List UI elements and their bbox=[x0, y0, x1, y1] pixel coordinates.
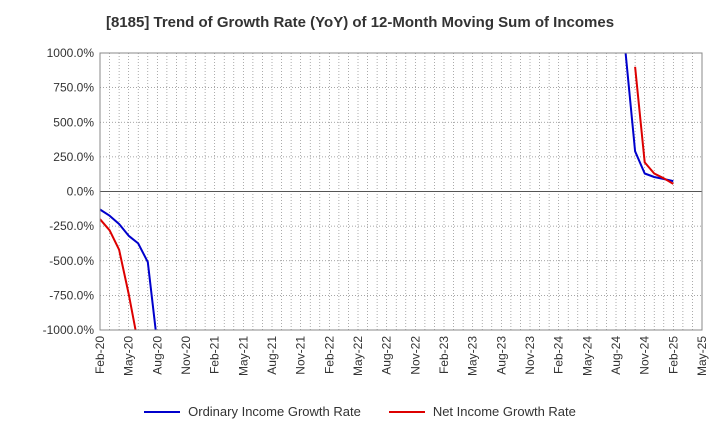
xtick-label: Nov-23 bbox=[523, 336, 537, 375]
xtick-label: Feb-23 bbox=[437, 336, 451, 374]
ytick-label: 250.0% bbox=[53, 150, 94, 164]
plot-frame bbox=[99, 52, 703, 331]
legend: Ordinary Income Growth Rate Net Income G… bbox=[0, 404, 720, 419]
xtick-label: Feb-20 bbox=[93, 336, 107, 374]
xtick-label: Nov-24 bbox=[638, 336, 652, 375]
ytick-label: -750.0% bbox=[49, 288, 94, 302]
ytick-labels: 1000.0% 750.0% 500.0% 250.0% 0.0% -250.0% -500… bbox=[43, 46, 95, 337]
series-line bbox=[100, 208, 157, 330]
legend-swatch-net bbox=[388, 410, 425, 413]
xtick-label: Aug-21 bbox=[265, 336, 279, 375]
ytick-label: 750.0% bbox=[53, 81, 94, 95]
xtick-label: Nov-21 bbox=[294, 336, 308, 375]
series-layer bbox=[100, 53, 674, 330]
xtick-label: May-20 bbox=[122, 336, 136, 376]
xtick-label: May-21 bbox=[236, 336, 250, 376]
series-line bbox=[100, 218, 137, 330]
xtick-label: Aug-22 bbox=[380, 336, 394, 375]
xtick-label: Feb-25 bbox=[666, 336, 680, 374]
xtick-label: May-24 bbox=[580, 336, 594, 376]
xtick-label: Feb-22 bbox=[322, 336, 336, 374]
series-line bbox=[634, 66, 674, 185]
xtick-label: May-22 bbox=[351, 336, 365, 376]
ytick-label: -250.0% bbox=[49, 219, 94, 233]
series-1 bbox=[100, 66, 674, 330]
xtick-label: Aug-23 bbox=[494, 336, 508, 375]
ytick-label: 1000.0% bbox=[47, 46, 95, 60]
xtick-label: Nov-20 bbox=[179, 336, 193, 375]
legend-label-ordinary: Ordinary Income Growth Rate bbox=[188, 404, 361, 419]
legend-item-ordinary: Ordinary Income Growth Rate bbox=[144, 404, 361, 419]
ytick-label: -1000.0% bbox=[43, 323, 95, 337]
xtick-label: Aug-24 bbox=[609, 336, 623, 375]
xtick-label: Feb-21 bbox=[208, 336, 222, 374]
ytick-label: 500.0% bbox=[53, 115, 94, 129]
xtick-label: Aug-20 bbox=[150, 336, 164, 375]
xtick-label: May-23 bbox=[466, 336, 480, 376]
ytick-label: 0.0% bbox=[67, 185, 95, 199]
xtick-label: May-25 bbox=[695, 336, 709, 376]
axis-layer bbox=[99, 52, 703, 331]
ytick-label: -500.0% bbox=[49, 254, 94, 268]
chart-title: [8185] Trend of Growth Rate (YoY) of 12-… bbox=[105, 14, 615, 31]
xtick-labels: Feb-20 May-20 Aug-20 Nov-20 Feb-21 May-21 Aug-… bbox=[93, 336, 709, 376]
legend-swatch-ordinary bbox=[144, 410, 181, 413]
legend-item-net: Net Income Growth Rate bbox=[388, 404, 576, 419]
legend-label-net: Net Income Growth Rate bbox=[432, 404, 576, 419]
xtick-label: Nov-22 bbox=[408, 336, 422, 375]
xtick-label: Feb-24 bbox=[552, 336, 566, 374]
